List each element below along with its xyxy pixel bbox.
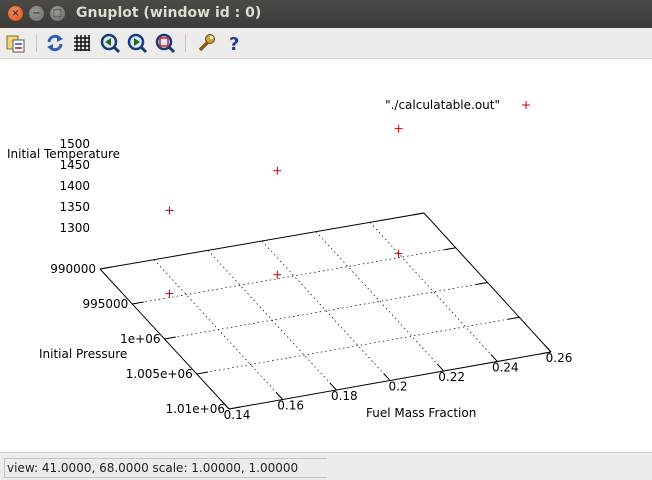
legend-label: "./calculatable.out"	[385, 98, 500, 112]
x-tick-label: 0.24	[492, 361, 519, 375]
y-tick-mark	[228, 406, 241, 410]
y-tick-mark	[132, 301, 144, 305]
plot-area[interactable]: 0.14 0.16 0.18 0.2 0.22 0.24 0.26 990000 995000 1…	[0, 59, 652, 452]
y-tick-label: 1e+06	[120, 332, 160, 346]
help-icon[interactable]: ?	[224, 32, 246, 54]
z-tick-label: 1450	[59, 158, 90, 172]
y-tick-label: 1.01e+06	[166, 402, 225, 416]
x-tick-mark	[436, 363, 445, 372]
data-points	[165, 124, 403, 298]
grid-line	[164, 282, 488, 340]
y-tick-label: 995000	[82, 297, 128, 311]
grid-line	[315, 231, 444, 372]
y-axis-label: Initial Pressure	[39, 347, 127, 361]
y-tick-mark	[476, 282, 488, 285]
z-tick-label: 1350	[59, 200, 90, 214]
status-text: view: 41.0000, 68.0000 scale: 1.00000, 1…	[4, 458, 327, 478]
z-axis-label: Initial Temperature	[7, 147, 120, 161]
y-tick-mark	[507, 316, 520, 320]
unzoom-icon[interactable]	[154, 32, 176, 54]
data-point	[165, 206, 174, 215]
x-tick-mark	[275, 392, 284, 400]
x-tick-label: 0.18	[331, 389, 358, 403]
legend-sample-marker	[522, 101, 530, 109]
x-tick-mark	[490, 354, 498, 362]
grid-line	[261, 240, 391, 381]
toolbar-separator	[185, 34, 186, 52]
data-point	[165, 289, 174, 298]
maximize-window-button[interactable]: □	[50, 6, 65, 21]
x-tick-mark	[222, 401, 230, 410]
grid-line	[132, 247, 456, 305]
toolbar-separator	[36, 34, 37, 52]
x-axis-label: Fuel Mass Fraction	[366, 406, 476, 420]
x-tick-label: 0.26	[546, 351, 573, 365]
y-tick-label: 1.005e+06	[126, 367, 193, 381]
close-window-button[interactable]: ×	[8, 6, 23, 21]
plot-canvas[interactable]: 0.14 0.16 0.18 0.2 0.22 0.24 0.26 990000 995000 1…	[0, 59, 652, 452]
replot-icon[interactable]	[44, 32, 66, 54]
grid	[132, 222, 520, 400]
z-tick-label: 1500	[59, 137, 90, 151]
data-point	[273, 166, 282, 175]
status-bar: view: 41.0000, 68.0000 scale: 1.00000, 1…	[0, 452, 652, 480]
z-tick-label: 1300	[59, 221, 90, 235]
y-tick-mark	[539, 351, 552, 355]
y-tick-mark	[412, 212, 425, 216]
zoom-previous-icon[interactable]	[99, 32, 121, 54]
x-tick-label: 0.2	[388, 380, 407, 394]
y-tick-mark	[196, 371, 209, 375]
x-tick-label: 0.22	[438, 370, 465, 384]
data-point	[273, 270, 282, 279]
copy-to-clipboard-icon[interactable]	[5, 32, 27, 54]
x-tick-label: 0.14	[224, 408, 251, 422]
x-tick-mark	[544, 344, 552, 353]
svg-text:?: ?	[229, 34, 239, 54]
x-tick-mark	[383, 373, 391, 381]
data-point	[394, 249, 403, 258]
z-tick-label: 1400	[59, 179, 90, 193]
x-tick-mark	[329, 382, 337, 391]
y-tick-mark	[444, 247, 456, 251]
y-tick-label: 990000	[50, 262, 96, 276]
configure-icon[interactable]	[195, 32, 217, 54]
grid-line	[196, 316, 520, 375]
tick-labels: 0.14 0.16 0.18 0.2 0.22 0.24 0.26 990000 995000 1…	[50, 137, 572, 422]
zoom-next-icon[interactable]	[126, 32, 148, 54]
y-tick-mark	[164, 336, 176, 340]
x-tick-label: 0.16	[277, 399, 304, 413]
toolbar: ?	[0, 28, 652, 59]
window-title: Gnuplot (window id : 0)	[76, 5, 262, 21]
minimize-window-button[interactable]: −	[29, 6, 44, 21]
y-tick-mark	[99, 266, 112, 270]
grid-line	[369, 222, 498, 362]
data-point	[394, 124, 403, 133]
title-bar: × − □ Gnuplot (window id : 0)	[0, 0, 652, 28]
border-edge	[99, 212, 425, 270]
grid-icon[interactable]	[71, 32, 93, 54]
